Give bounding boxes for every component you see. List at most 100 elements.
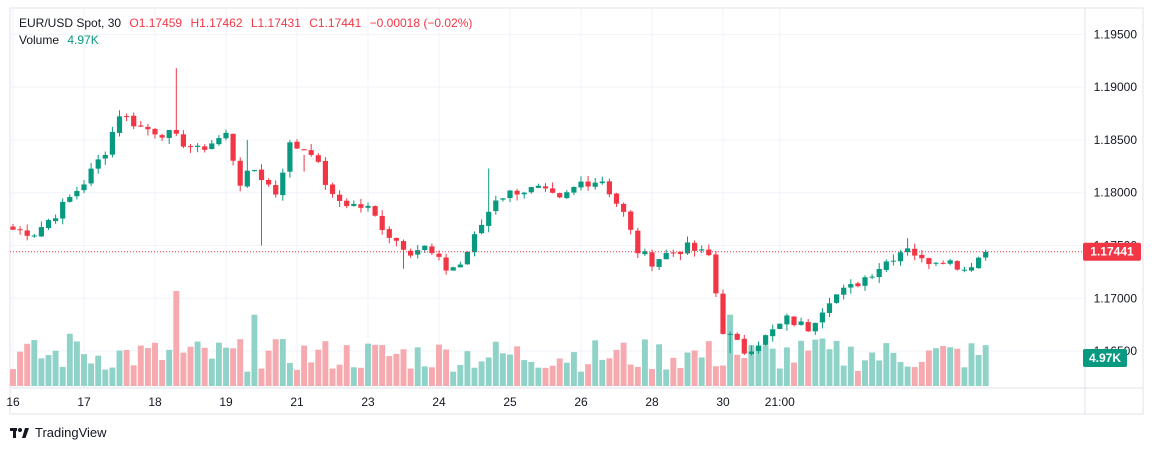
- candle: [60, 198, 66, 225]
- volume-bar: [585, 364, 592, 386]
- candle: [876, 263, 882, 284]
- volume-bar: [734, 354, 741, 386]
- candle-body: [180, 134, 186, 147]
- volume-badge-text: 4.97K: [1089, 351, 1121, 365]
- candle: [578, 176, 584, 191]
- volume-bar: [762, 345, 769, 386]
- volume-bar: [66, 333, 73, 386]
- candle: [613, 192, 620, 207]
- volume-bar: [918, 361, 925, 386]
- candle-body: [400, 241, 407, 250]
- time-tick-label: 21: [290, 395, 304, 409]
- volume-bar: [471, 367, 478, 386]
- open-value: O1.17459: [129, 16, 183, 30]
- time-tick-label: 24: [432, 395, 446, 409]
- candle: [31, 233, 37, 238]
- candle: [897, 250, 904, 266]
- volume-bar: [386, 356, 393, 386]
- candle: [337, 190, 343, 208]
- candle: [180, 130, 186, 149]
- candlestick-series: [10, 68, 989, 356]
- last-price-badge-text: 1.17441: [1090, 245, 1134, 259]
- volume-bar: [215, 342, 222, 386]
- price-tick-label: 1.17000: [1094, 291, 1138, 305]
- volume-bar: [570, 352, 577, 386]
- candle: [557, 192, 563, 199]
- volume-bar: [627, 364, 634, 386]
- candle: [81, 180, 87, 194]
- candle: [805, 319, 811, 332]
- candle-body: [308, 150, 314, 155]
- candle: [542, 183, 549, 192]
- candle: [351, 200, 357, 207]
- volume-bar: [201, 347, 208, 386]
- tradingview-branding[interactable]: TradingView: [10, 425, 107, 440]
- symbol-label[interactable]: EUR/USD Spot, 30: [19, 16, 122, 30]
- volume-bar: [329, 368, 336, 386]
- candle: [152, 127, 158, 139]
- candle-body: [954, 261, 960, 270]
- candle-body: [571, 187, 577, 193]
- volume-bar: [365, 343, 371, 386]
- candle-body: [805, 322, 811, 332]
- volume-badge: 4.97K: [1083, 349, 1127, 367]
- volume-bar: [869, 352, 876, 386]
- candle-body: [301, 149, 307, 151]
- candle-body: [45, 220, 52, 229]
- candle-body: [294, 141, 300, 149]
- volume-bar: [258, 368, 265, 386]
- candle: [940, 260, 946, 265]
- candle-body: [38, 227, 44, 237]
- candle-body: [287, 142, 293, 172]
- candle-body: [258, 169, 265, 181]
- volume-bar: [237, 339, 244, 386]
- candle-body: [784, 315, 790, 325]
- price-tick-label: 1.18000: [1094, 186, 1138, 200]
- volume-bar: [656, 344, 663, 386]
- chart-grid: [10, 8, 1085, 388]
- candle-body: [166, 130, 172, 138]
- volume-bar: [783, 347, 790, 386]
- volume-bar: [847, 346, 854, 386]
- volume-bar: [180, 352, 187, 386]
- time-tick-label: 26: [574, 395, 588, 409]
- volume-bar: [24, 343, 31, 386]
- candle-body: [791, 316, 797, 326]
- axis-badges: 1.17441 4.97K: [1083, 242, 1141, 367]
- candle: [571, 186, 577, 196]
- candle-body: [713, 254, 719, 294]
- candle: [315, 153, 321, 163]
- volume-bar: [194, 341, 201, 386]
- candle-body: [24, 230, 30, 236]
- candle-body: [741, 338, 747, 354]
- price-axis-ticks: 1.195001.190001.185001.180001.175001.170…: [1094, 27, 1138, 358]
- time-tick-label: 17: [77, 395, 91, 409]
- volume-bar: [144, 348, 151, 386]
- volume-bar: [819, 338, 826, 386]
- candle-body: [152, 128, 158, 135]
- candle-body: [826, 303, 833, 313]
- candle: [720, 289, 726, 335]
- candle-body: [734, 333, 740, 340]
- candle: [919, 250, 925, 263]
- candle: [692, 240, 698, 257]
- volume-label[interactable]: Volume: [19, 33, 60, 47]
- volume-bar: [109, 367, 116, 386]
- candle: [258, 164, 265, 246]
- candle: [429, 243, 435, 256]
- candle: [621, 202, 627, 217]
- candle-body: [642, 251, 648, 255]
- time-axis-ticks: 16 17 18 19 21 23 24 25 26 28 30 21:00: [6, 395, 795, 409]
- volume-bar: [393, 353, 400, 386]
- legend-ohlc-row: EUR/USD Spot, 30 O1.17459 H1.17462 L1.17…: [19, 15, 477, 32]
- volume-bar: [521, 360, 528, 386]
- candle: [606, 178, 612, 198]
- candle: [656, 258, 662, 271]
- price-tick-label: 1.19000: [1094, 80, 1138, 94]
- candle: [74, 186, 80, 200]
- candle-body: [841, 287, 847, 295]
- volume-bar: [947, 347, 954, 386]
- candle-body: [542, 186, 549, 189]
